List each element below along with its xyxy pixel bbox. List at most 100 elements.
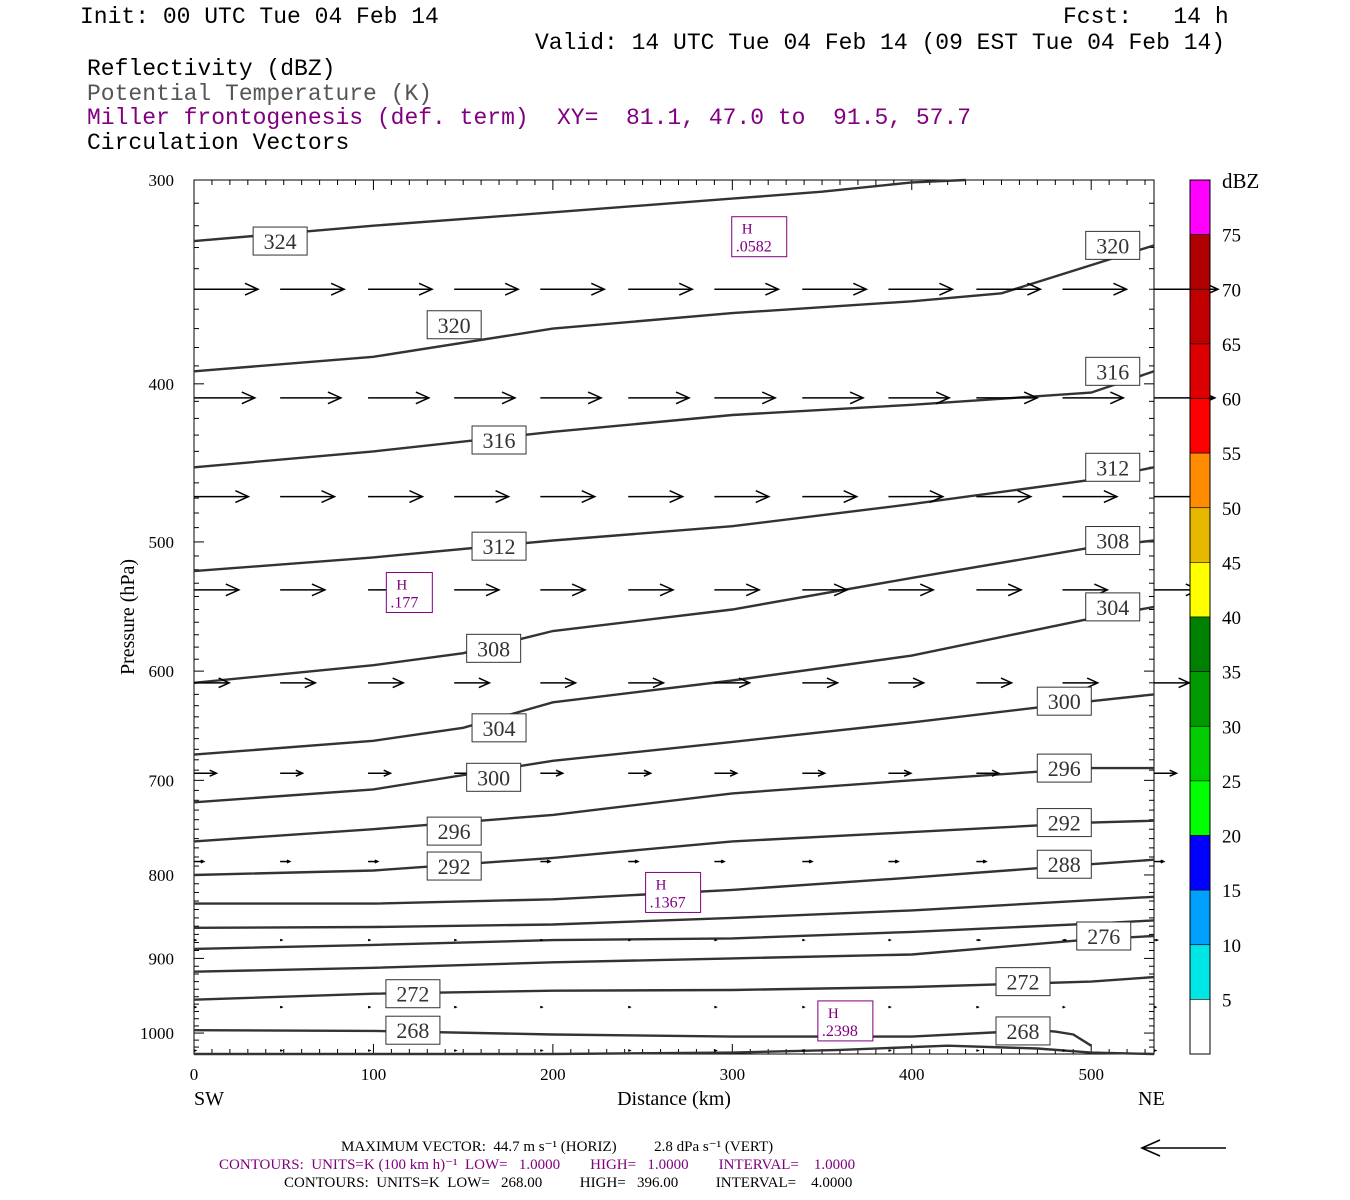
vector-head bbox=[675, 391, 691, 405]
vector-head bbox=[765, 282, 781, 296]
vector-head bbox=[1153, 1049, 1158, 1052]
y-tick-label: 400 bbox=[149, 375, 175, 394]
theta-label-text: 312 bbox=[1096, 455, 1129, 480]
circulation-vector bbox=[453, 1049, 458, 1052]
vector-head bbox=[383, 769, 393, 777]
vector-head bbox=[652, 677, 666, 689]
circulation-vector bbox=[1062, 938, 1068, 942]
theta-label-text: 288 bbox=[1048, 852, 1081, 877]
cross-section-xy: XY= 81.1, 47.0 to 91.5, 57.7 bbox=[557, 105, 972, 131]
theta-label-box bbox=[471, 531, 527, 561]
vector-head bbox=[504, 282, 521, 296]
theta-label-text: 300 bbox=[1048, 689, 1081, 714]
miller-high-marker: H.1367 bbox=[645, 871, 702, 913]
vector-head bbox=[929, 490, 945, 504]
vector-head bbox=[218, 677, 232, 689]
colorbar-swatch bbox=[1189, 944, 1211, 1000]
theta-contour-324 bbox=[193, 178, 966, 243]
vector-head bbox=[888, 1005, 892, 1009]
colorbar-swatch bbox=[1189, 725, 1211, 782]
x-axis-label: Distance (km) bbox=[617, 1088, 731, 1110]
vector-head bbox=[738, 677, 752, 689]
circulation-vector bbox=[453, 938, 458, 942]
vector-head bbox=[453, 1005, 458, 1009]
circulation-vector bbox=[888, 490, 945, 504]
vector-head bbox=[669, 490, 685, 504]
miller-high-box bbox=[645, 871, 702, 913]
circulation-vector bbox=[976, 282, 1043, 296]
vector-head bbox=[1153, 1005, 1158, 1009]
colorbar-swatch bbox=[1189, 835, 1211, 891]
vector-head bbox=[571, 583, 587, 597]
circulation-vector bbox=[540, 490, 597, 504]
miller-high-letter: H bbox=[656, 877, 667, 893]
circulation-vector bbox=[194, 583, 241, 597]
miller-high-letter: H bbox=[396, 578, 407, 594]
vector-head bbox=[833, 583, 849, 597]
vector-head bbox=[581, 490, 597, 504]
vector-head bbox=[1086, 677, 1100, 689]
circulation-vector bbox=[1154, 938, 1160, 942]
theta-label-text: 316 bbox=[483, 428, 516, 453]
colorbar-swatch bbox=[1189, 452, 1211, 509]
theta-label-box bbox=[426, 851, 482, 881]
circulation-vector bbox=[976, 1005, 980, 1009]
x-tick-label: 500 bbox=[1078, 1065, 1104, 1084]
vector-head bbox=[1113, 282, 1129, 296]
circulation-vector bbox=[540, 769, 565, 777]
circulation-vector bbox=[888, 583, 936, 597]
vector-head bbox=[714, 938, 718, 942]
colorbar-swatch bbox=[1189, 889, 1211, 946]
theta-label-272: 272 bbox=[995, 967, 1051, 997]
x-right-end-label: NE bbox=[1138, 1088, 1165, 1110]
vector-head bbox=[453, 1049, 458, 1052]
circulation-vector bbox=[193, 1049, 198, 1052]
vector-head bbox=[849, 391, 865, 405]
circulation-vector bbox=[888, 282, 955, 296]
theta-label-box bbox=[1036, 753, 1092, 783]
vector-head bbox=[634, 859, 640, 864]
vector-head bbox=[311, 583, 327, 597]
vector-head bbox=[241, 391, 257, 405]
vector-head bbox=[225, 583, 241, 597]
theta-label-box bbox=[471, 425, 527, 455]
colorbar-level-label: 35 bbox=[1222, 663, 1241, 684]
x-tick-label: 100 bbox=[361, 1065, 387, 1084]
field-vectors: Circulation Vectors bbox=[87, 130, 350, 156]
theta-label-300: 300 bbox=[466, 762, 522, 792]
circulation-vector bbox=[368, 490, 425, 504]
theta-label-text: 304 bbox=[483, 716, 516, 741]
circulation-vector bbox=[540, 391, 603, 405]
circulation-vector bbox=[454, 583, 501, 597]
theta-label-268: 268 bbox=[385, 1015, 441, 1045]
theta-label-text: 268 bbox=[1007, 1019, 1040, 1044]
theta-label-300: 300 bbox=[1036, 686, 1092, 716]
circulation-vector bbox=[1154, 677, 1192, 689]
x-tick-label: 0 bbox=[190, 1065, 199, 1084]
vector-head bbox=[279, 938, 284, 942]
circulation-vector bbox=[714, 391, 778, 405]
circulation-vector bbox=[368, 859, 380, 864]
vector-head bbox=[1103, 490, 1119, 504]
circulation-vector bbox=[628, 490, 685, 504]
vector-head bbox=[193, 1005, 198, 1009]
vector-head bbox=[295, 769, 305, 777]
vector-head bbox=[628, 938, 632, 942]
vector-head bbox=[888, 1049, 892, 1052]
vector-head bbox=[939, 282, 955, 296]
circulation-vector bbox=[628, 677, 666, 689]
circulation-vector bbox=[628, 859, 640, 864]
circulation-vector bbox=[802, 1049, 806, 1052]
circulation-vector bbox=[1062, 282, 1129, 296]
x-tick-label: 400 bbox=[899, 1065, 925, 1084]
vector-head bbox=[976, 1005, 980, 1009]
vector-head bbox=[826, 677, 840, 689]
vector-head bbox=[1007, 583, 1023, 597]
colorbar-level-label: 50 bbox=[1222, 499, 1241, 520]
circulation-vector bbox=[454, 282, 521, 296]
circulation-vector bbox=[280, 677, 318, 689]
theta-label-312: 312 bbox=[471, 531, 527, 561]
theta-label-320: 320 bbox=[1085, 230, 1141, 260]
circulation-vector bbox=[714, 859, 726, 864]
circulation-vector bbox=[802, 677, 840, 689]
